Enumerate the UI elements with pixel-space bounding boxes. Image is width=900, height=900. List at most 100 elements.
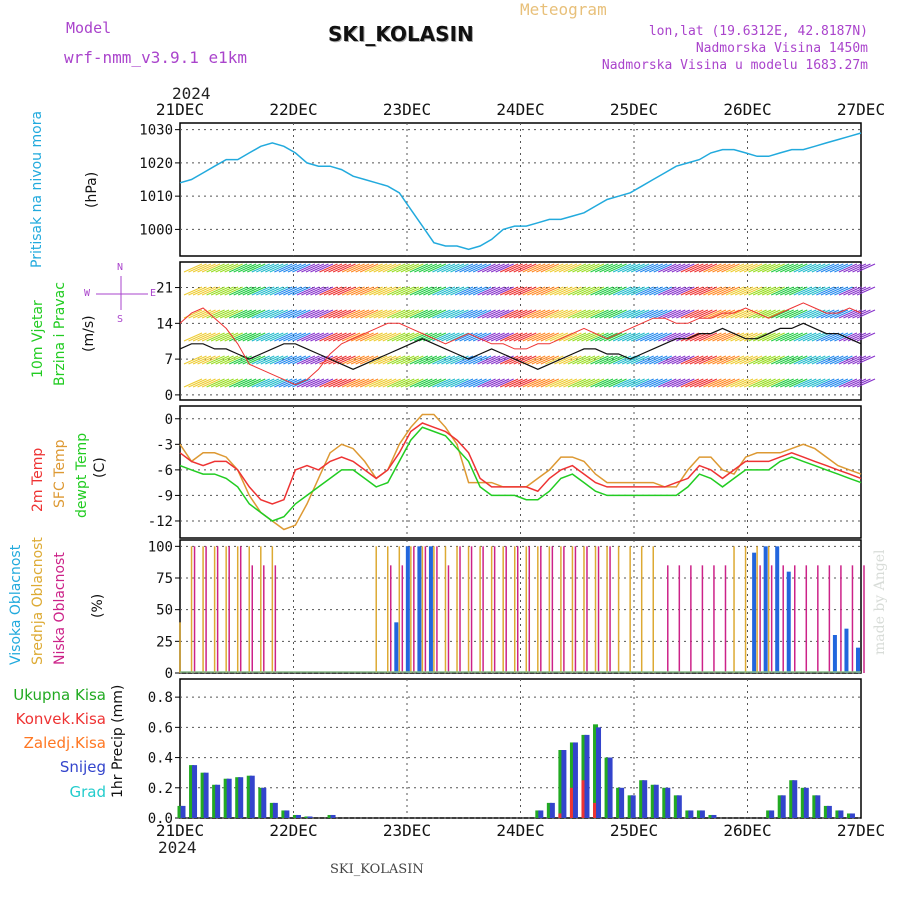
wind-barb [517, 378, 537, 388]
wind-barb [337, 286, 356, 296]
wind-barb [531, 378, 551, 388]
wind-barb [698, 332, 718, 342]
wind-barb [364, 263, 383, 273]
wind-barb [499, 378, 519, 388]
wind-barb [802, 355, 822, 365]
total-rain-bar [616, 787, 622, 818]
snow-bar [596, 727, 602, 818]
wind-barb [590, 286, 609, 296]
conv-rain-bar [593, 802, 597, 818]
wind-barb [495, 309, 514, 319]
wind-barb [427, 309, 447, 319]
wind-barb [373, 355, 392, 365]
wind-barb [359, 286, 379, 296]
wind-barb [350, 263, 370, 273]
wind-barb [703, 378, 722, 388]
wind-barb [585, 286, 605, 296]
wind-barb [581, 263, 600, 273]
wind-barb [423, 286, 442, 296]
wind-unit: (m/s) [81, 315, 97, 352]
wind-barb [337, 263, 356, 273]
wind-barb [856, 355, 876, 365]
wind-barb [256, 286, 275, 296]
wind-barb [531, 309, 551, 319]
wind-barb [689, 332, 709, 342]
wind-barb [215, 286, 234, 296]
wind-barb [373, 378, 392, 388]
total-rain-bar [269, 802, 275, 818]
wind-barb [188, 263, 207, 273]
wind-barb [454, 263, 474, 273]
wind-barb [346, 355, 365, 365]
total-rain-bar [558, 750, 564, 818]
wind-barb [450, 309, 469, 319]
total-rain-bar [662, 787, 668, 818]
wind-barb [310, 378, 329, 388]
wind-barb [246, 309, 266, 319]
wind-barb [775, 355, 794, 365]
wind-barb [752, 355, 772, 365]
wind-barb [197, 309, 216, 319]
total-rain-bar [212, 784, 218, 818]
wind-barb [680, 378, 700, 388]
x-tick-label-top: 25DEC [610, 100, 658, 119]
wind-barb [784, 286, 803, 296]
wind-barb [658, 309, 677, 319]
wind-barb [513, 378, 532, 388]
wind-barb [676, 332, 695, 342]
wind-barb [319, 355, 338, 365]
wind-barb [387, 286, 406, 296]
wind-barb [599, 378, 618, 388]
wind-barb [423, 378, 442, 388]
wind-barb [323, 286, 343, 296]
wind-barb [332, 286, 352, 296]
wind-barb [346, 378, 365, 388]
wind-barb [283, 309, 302, 319]
wind-barb [183, 355, 203, 365]
high-cloud-bar [763, 546, 768, 673]
wind-barb [400, 332, 420, 342]
wind-barb [256, 332, 275, 342]
wind-barb [522, 378, 542, 388]
wind-barb [811, 309, 831, 319]
wind-barb [757, 332, 776, 342]
wind-barb [436, 355, 456, 365]
wind-barb [260, 263, 280, 273]
wind-barb [355, 355, 374, 365]
wind-barb [558, 286, 578, 296]
wind-barb [246, 332, 266, 342]
wind-barb [540, 355, 560, 365]
total-rain-bar [189, 765, 195, 818]
wind-barb [414, 263, 433, 273]
wind-barb [319, 332, 338, 342]
wind-barb [499, 286, 519, 296]
wind-barb [770, 355, 790, 365]
high-cloud-bar [832, 635, 837, 673]
wind-barb [798, 378, 817, 388]
wind-barb [409, 263, 429, 273]
wind-barb [490, 286, 510, 296]
wind-barb [608, 332, 627, 342]
wind-barb [265, 332, 284, 342]
x-tick-label-top: 27DEC [837, 100, 885, 119]
wind-barb [233, 286, 252, 296]
wind-barb [653, 378, 672, 388]
wind-barb [825, 355, 844, 365]
wind-barb [653, 263, 672, 273]
wind-barb [856, 332, 876, 342]
wind-barb [590, 378, 609, 388]
y-tick-label: 0 [165, 412, 173, 428]
wind-barb [441, 332, 460, 342]
wind-barb [251, 263, 270, 273]
wind-barb [775, 378, 794, 388]
wind-barb [838, 309, 858, 319]
wind-barb [337, 355, 356, 365]
x-tick-label-top: 23DEC [383, 100, 431, 119]
wind-barb [802, 286, 822, 296]
wind-barb [748, 378, 767, 388]
wind-barb [197, 355, 216, 365]
wind-barb [775, 332, 794, 342]
wind-barb [689, 286, 709, 296]
wind-barb [639, 263, 659, 273]
wind-barb [396, 263, 415, 273]
